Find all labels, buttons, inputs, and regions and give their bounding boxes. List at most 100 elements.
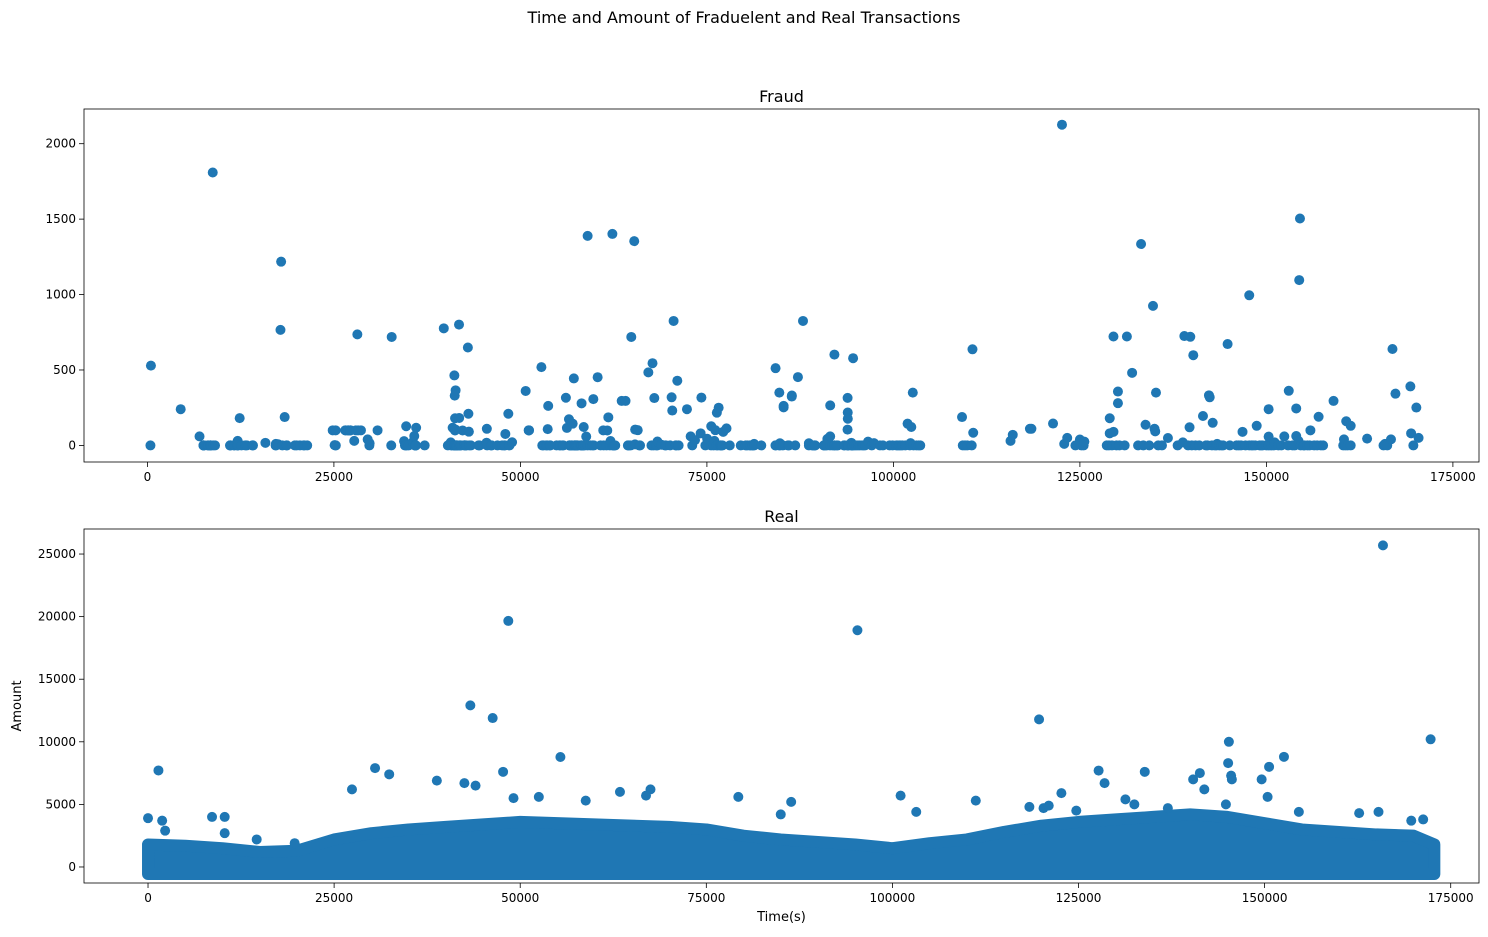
real-point: [160, 825, 171, 836]
fraud-point: [1150, 387, 1161, 398]
fraud-point: [906, 422, 917, 433]
fraud-point: [1119, 440, 1130, 451]
fraud-point: [364, 438, 375, 449]
fraud-point: [1387, 344, 1398, 355]
real-point: [1373, 806, 1384, 817]
fraud-point: [1283, 385, 1294, 396]
fraud-point: [848, 353, 859, 364]
fraud-ytick-label: 2000: [45, 137, 76, 151]
real-point: [498, 766, 509, 777]
real-ytick-label: 5000: [45, 797, 76, 811]
fraud-point: [756, 440, 767, 451]
fraud-point: [770, 363, 781, 374]
real-point: [1139, 766, 1150, 777]
fraud-point: [666, 392, 677, 403]
fraud-point: [690, 435, 701, 446]
real-point: [1188, 774, 1199, 785]
fraud-point: [798, 315, 809, 326]
fraud-point: [1313, 411, 1324, 422]
real-axes: Real Time(s) Amount 0 25000 50000 75000 1000…: [10, 507, 1480, 925]
fraud-point: [1328, 395, 1339, 406]
real-xtick-label: 0: [144, 891, 152, 905]
real-point: [143, 813, 154, 824]
fraud-point: [411, 422, 422, 433]
fraud-axes: Fraud 0 25000 50000 75000 100000 125000 150000…: [45, 87, 1480, 484]
fraud-point: [1121, 331, 1132, 342]
real-point: [1071, 805, 1082, 816]
fraud-point: [825, 400, 836, 411]
fraud-point: [696, 392, 707, 403]
fraud-point: [966, 440, 977, 451]
real-point: [775, 809, 786, 820]
fraud-point: [786, 390, 797, 401]
fraud-point: [778, 400, 789, 411]
fraud-point: [145, 360, 156, 371]
real-point: [641, 790, 652, 801]
fraud-point: [581, 431, 592, 442]
fraud-point: [578, 422, 589, 433]
fraud-point: [620, 395, 631, 406]
real-point: [970, 795, 981, 806]
fraud-point: [842, 424, 853, 435]
real-point: [1264, 761, 1275, 772]
fraud-point: [194, 431, 205, 442]
fraud-point: [279, 412, 290, 423]
real-xtick-label: 25000: [315, 891, 353, 905]
fraud-point: [568, 373, 579, 384]
fraud-point: [1345, 440, 1356, 451]
fraud-ytick-label: 0: [68, 438, 76, 452]
fraud-xtick-label: 175000: [1430, 470, 1476, 484]
real-point: [219, 811, 230, 822]
real-point: [1425, 734, 1436, 745]
fraud-point: [454, 412, 465, 423]
fraud-point: [842, 413, 853, 424]
fraud-point: [842, 392, 853, 403]
real-point: [1056, 788, 1067, 799]
fraud-ytick-label: 500: [53, 363, 76, 377]
fraud-point: [210, 440, 221, 451]
real-point: [1377, 540, 1388, 551]
fraud-points: [145, 119, 1424, 451]
fraud-point: [592, 372, 603, 383]
fraud-point: [500, 428, 511, 439]
fraud-point: [1251, 420, 1262, 431]
fraud-point: [825, 431, 836, 442]
real-point: [786, 796, 797, 807]
fraud-point: [1204, 392, 1215, 403]
fraud-point: [536, 362, 547, 373]
fraud-point: [1345, 420, 1356, 431]
fraud-point: [1305, 425, 1316, 436]
fraud-point: [626, 331, 637, 342]
fraud-point: [1108, 331, 1119, 342]
real-point: [1256, 774, 1267, 785]
fraud-point: [543, 400, 554, 411]
fraud-point: [957, 412, 968, 423]
fraud-point: [790, 440, 801, 451]
fraud-point: [603, 412, 614, 423]
fraud-point: [1156, 440, 1167, 451]
real-xtick-label: 175000: [1428, 891, 1474, 905]
fraud-xtick-label: 50000: [501, 470, 539, 484]
real-point: [384, 769, 395, 780]
real-points: [142, 540, 1441, 880]
fraud-point: [463, 426, 474, 437]
fraud-point: [667, 405, 678, 416]
fraud-axes-frame: [83, 108, 1480, 463]
fraud-point: [450, 385, 461, 396]
fraud-title: Fraud: [759, 87, 804, 106]
fraud-point: [602, 425, 613, 436]
fraud-point: [449, 370, 460, 381]
fraud-xtick-label: 0: [144, 470, 152, 484]
fraud-point: [247, 440, 258, 451]
real-point: [1043, 800, 1054, 811]
fraud-point: [567, 418, 578, 429]
real-point: [1199, 784, 1210, 795]
fraud-point: [355, 425, 366, 436]
fraud-point: [643, 367, 654, 378]
fraud-point: [1411, 402, 1422, 413]
fraud-point: [588, 394, 599, 405]
fraud-point: [1185, 331, 1196, 342]
fraud-point: [1112, 398, 1123, 409]
fraud-point: [1263, 404, 1274, 415]
